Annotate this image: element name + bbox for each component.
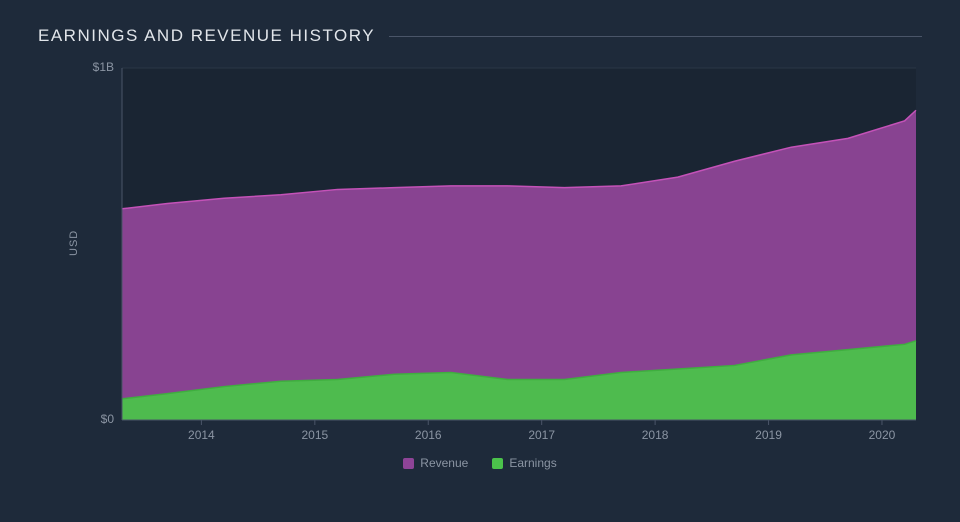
chart-area: USD Revenue Earnings $0 $1B 2014 2015 2016 20…: [38, 60, 922, 470]
x-tick-label: 2020: [862, 428, 902, 442]
x-tick-label: 2014: [181, 428, 221, 442]
legend-item-earnings: Earnings: [492, 456, 556, 470]
legend-swatch-earnings: [492, 458, 503, 469]
legend-label-earnings: Earnings: [509, 456, 556, 470]
x-tick-label: 2015: [295, 428, 335, 442]
title-row: EARNINGS AND REVENUE HISTORY: [38, 26, 922, 46]
plot-svg: [38, 60, 922, 426]
x-tick-label: 2018: [635, 428, 675, 442]
x-tick-label: 2016: [408, 428, 448, 442]
chart-title: EARNINGS AND REVENUE HISTORY: [38, 26, 375, 46]
x-tick-label: 2019: [749, 428, 789, 442]
x-tick-label: 2017: [522, 428, 562, 442]
legend-swatch-revenue: [403, 458, 414, 469]
legend-label-revenue: Revenue: [420, 456, 468, 470]
chart-frame: EARNINGS AND REVENUE HISTORY USD Revenue…: [0, 0, 960, 522]
y-tick-label: $1B: [54, 60, 114, 74]
y-tick-label: $0: [54, 412, 114, 426]
y-axis-label: USD: [68, 230, 80, 256]
title-rule: [389, 36, 922, 37]
legend: Revenue Earnings: [38, 456, 922, 470]
legend-item-revenue: Revenue: [403, 456, 468, 470]
